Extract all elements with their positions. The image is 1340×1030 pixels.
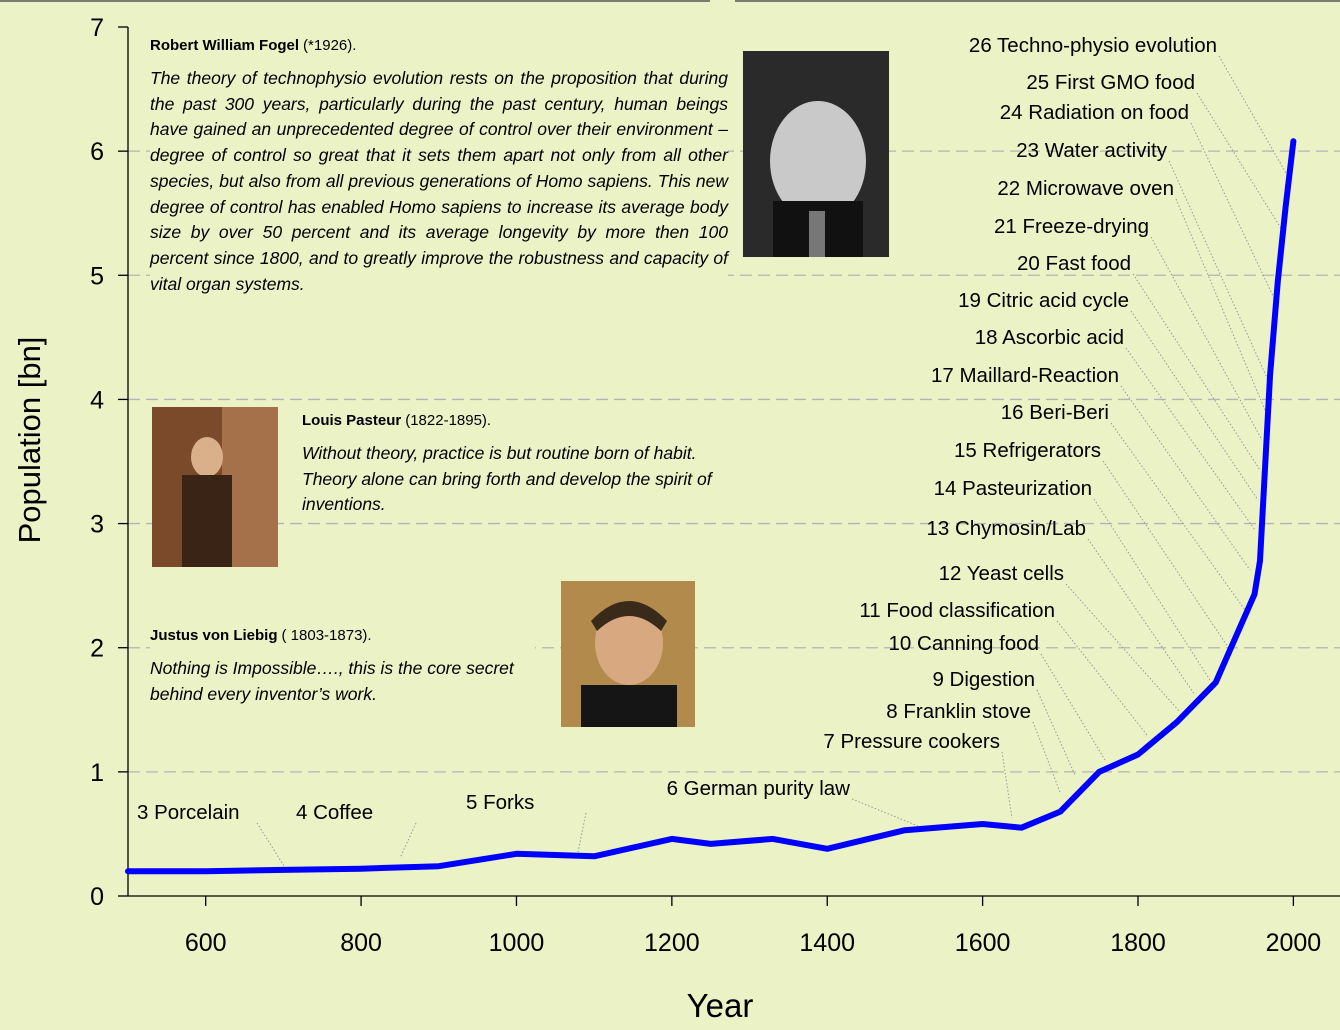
x-axis-title: Year xyxy=(687,987,754,1024)
annotation: 6 German purity law xyxy=(667,777,851,800)
annotation: 22 Microwave oven xyxy=(997,177,1174,200)
quote-text: The theory of technophysio evolution res… xyxy=(150,66,728,297)
annotation: 26 Techno-physio evolution xyxy=(969,34,1217,57)
annotation: 19 Citric acid cycle xyxy=(958,289,1129,312)
quote-pasteur: Louis Pasteur(1822-1895). Without theory… xyxy=(302,412,754,518)
annotation: 7 Pressure cookers xyxy=(823,730,1000,753)
annotation: 14 Pasteurization xyxy=(934,477,1092,500)
annotation: 3 Porcelain xyxy=(137,801,240,824)
leader-line xyxy=(1088,539,1195,695)
annotation: 24 Radiation on food xyxy=(1000,101,1189,124)
portrait-liebig xyxy=(561,581,695,727)
quote-text: Without theory, practice is but routine … xyxy=(302,441,754,518)
x-tick-label: 800 xyxy=(340,929,382,957)
annotation: 16 Beri-Beri xyxy=(1001,401,1109,424)
y-tick-label: 5 xyxy=(90,262,104,290)
leader-line xyxy=(1126,348,1255,530)
annotation: 5 Forks xyxy=(466,791,534,814)
x-tick-label: 1200 xyxy=(644,929,700,957)
annotation: 8 Franklin stove xyxy=(886,700,1031,723)
quote-name: Louis Pasteur xyxy=(302,412,401,429)
annotation: 18 Ascorbic acid xyxy=(975,326,1124,349)
x-tick-label: 1600 xyxy=(955,929,1011,957)
x-tick-label: 2000 xyxy=(1266,929,1322,957)
quote-fogel: Robert William Fogel(*1926). The theory … xyxy=(150,37,728,297)
x-tick-label: 600 xyxy=(185,929,227,957)
leader-line xyxy=(1041,654,1105,760)
x-tick-label: 1000 xyxy=(489,929,545,957)
y-tick-label: 2 xyxy=(90,635,104,663)
annotation: 20 Fast food xyxy=(1017,252,1131,275)
quote-dates: (*1926). xyxy=(303,37,356,54)
quote-text: Nothing is Impossible…., this is the cor… xyxy=(150,656,535,707)
quote-name: Robert William Fogel xyxy=(150,37,299,54)
y-tick-label: 7 xyxy=(90,14,104,42)
annotation: 15 Refrigerators xyxy=(954,439,1101,462)
annotation: 10 Canning food xyxy=(889,632,1039,655)
leader-line xyxy=(1169,161,1268,380)
leader-line xyxy=(852,799,918,826)
leader-line xyxy=(1133,274,1260,470)
leader-line xyxy=(1002,752,1012,818)
leader-line xyxy=(1103,461,1230,650)
y-tick-label: 0 xyxy=(90,883,104,911)
annotation: 17 Maillard-Reaction xyxy=(931,364,1119,387)
y-tick-label: 6 xyxy=(90,138,104,166)
page: 0 1 2 3 4 5 6 7 600 800 1000 1200 1400 1600 1800 2000 3 … xyxy=(0,0,1340,1030)
leader-line xyxy=(1219,56,1290,180)
quote-name: Justus von Liebig xyxy=(150,627,278,644)
x-tick-label: 1400 xyxy=(799,929,855,957)
portrait-fogel xyxy=(743,51,889,257)
leader-line xyxy=(1037,690,1075,775)
leader-line xyxy=(257,823,284,866)
leader-line xyxy=(1191,123,1275,300)
leader-line xyxy=(1121,386,1250,570)
y-tick-label: 3 xyxy=(90,511,104,539)
leader-line xyxy=(1176,199,1265,410)
y-tick-label: 4 xyxy=(90,386,104,414)
leader-line xyxy=(1094,499,1210,680)
x-tick-label: 1800 xyxy=(1110,929,1166,957)
leader-line xyxy=(1131,311,1258,500)
leader-line xyxy=(1057,621,1147,735)
annotation: 9 Digestion xyxy=(932,668,1035,691)
annotation: 23 Water activity xyxy=(1016,139,1168,162)
quote-dates: ( 1803-1873). xyxy=(282,627,372,644)
leader-line xyxy=(578,813,586,852)
y-tick-label: 1 xyxy=(90,759,104,787)
portrait-pasteur xyxy=(152,407,278,567)
y-axis-title: Population [bn] xyxy=(12,337,47,544)
quote-dates: (1822-1895). xyxy=(405,412,491,429)
annotation: 4 Coffee xyxy=(296,801,373,824)
annotation: 13 Chymosin/Lab xyxy=(926,517,1086,540)
annotation: 12 Yeast cells xyxy=(939,562,1064,585)
annotation: 11 Food classification xyxy=(859,599,1055,622)
leader-line xyxy=(400,823,416,858)
leader-line xyxy=(1151,237,1262,440)
quote-liebig: Justus von Liebig( 1803-1873). Nothing i… xyxy=(150,627,535,707)
annotation: 25 First GMO food xyxy=(1026,71,1195,94)
annotation: 21 Freeze-drying xyxy=(994,215,1149,238)
